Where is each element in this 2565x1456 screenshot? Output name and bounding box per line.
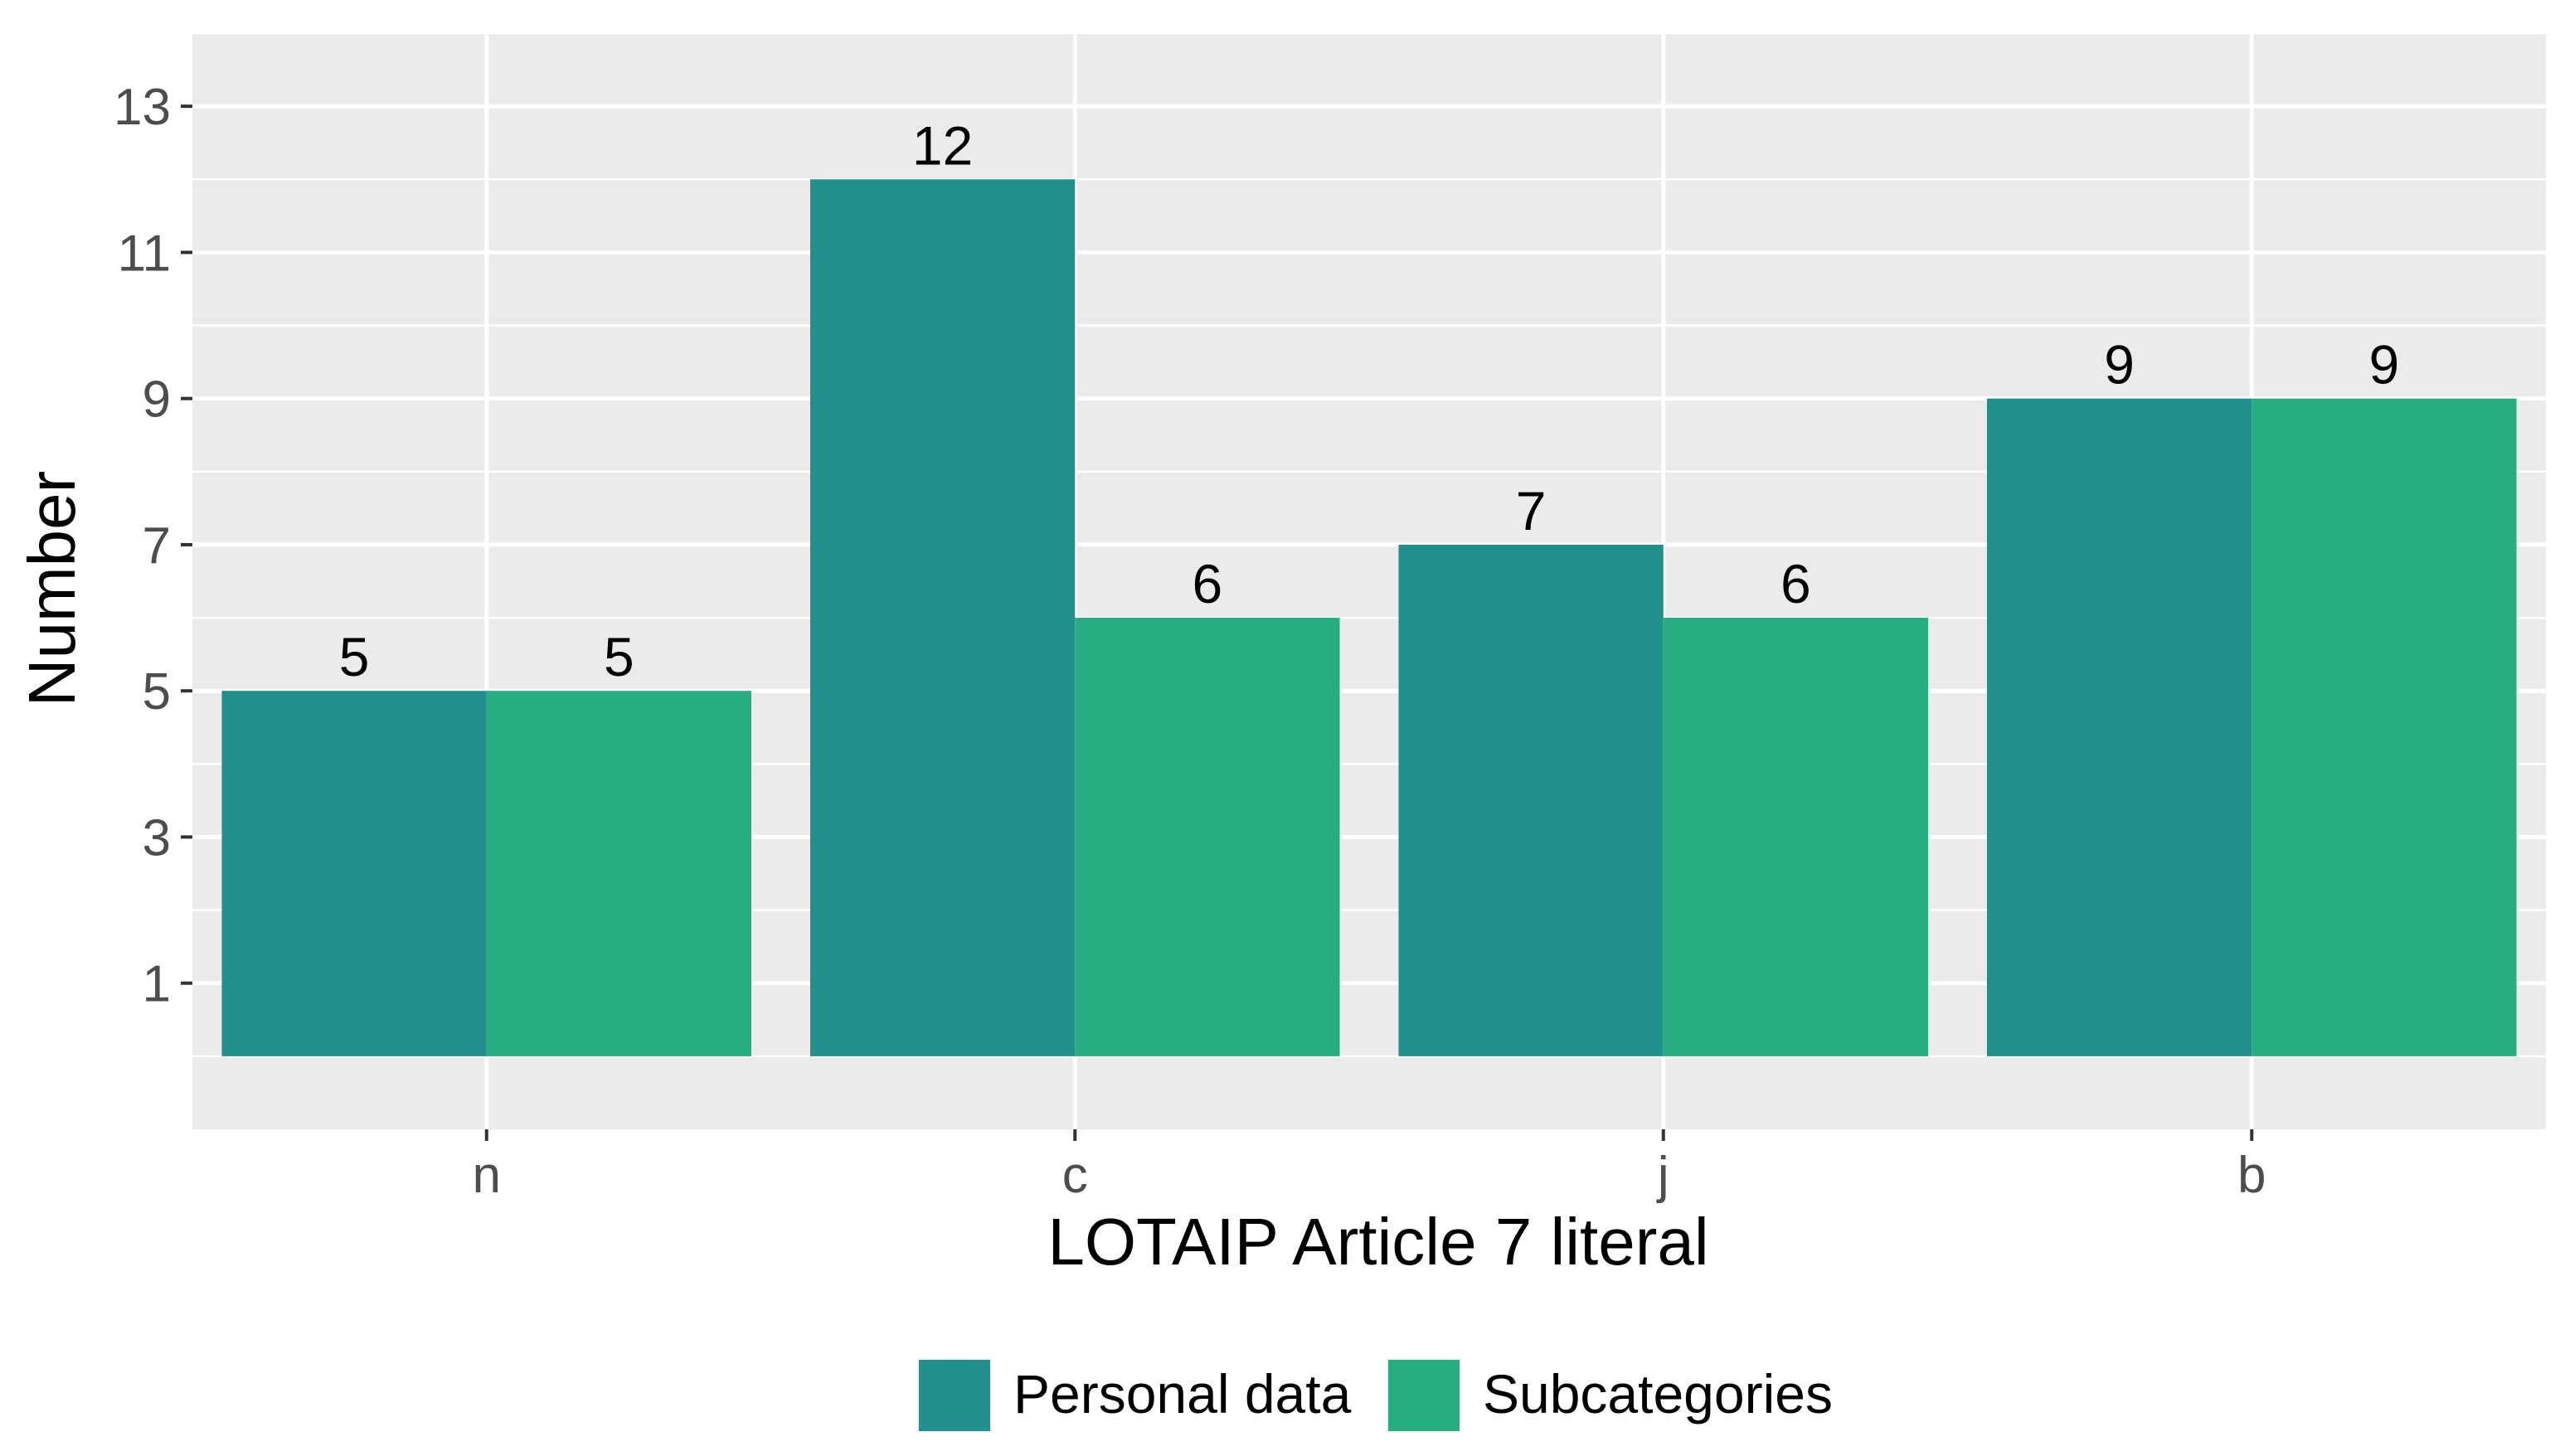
bar-personal-data-b (1986, 398, 2252, 1056)
legend: Personal data Subcategories (917, 1358, 1833, 1433)
bar-value-label: 12 (912, 114, 973, 176)
bar-value-label: 5 (604, 626, 634, 687)
y-tick-label: 3 (143, 809, 171, 866)
legend-swatch (919, 1360, 990, 1431)
bar-subcategories-n (486, 691, 752, 1056)
bar-subcategories-b (2252, 398, 2517, 1056)
y-axis-title: Number (15, 471, 89, 707)
x-axis-title: LOTAIP Article 7 literal (1047, 1205, 1708, 1279)
y-tick-label: 1 (143, 956, 171, 1013)
bar-value-label: 7 (1516, 480, 1547, 541)
legend-swatch (1388, 1360, 1460, 1431)
y-tick-label: 5 (143, 663, 171, 721)
bar-personal-data-n (221, 691, 487, 1056)
legend-label: Personal data (1013, 1363, 1352, 1424)
bar-value-label: 6 (1193, 553, 1223, 614)
y-tick-label: 13 (114, 79, 171, 136)
bar-subcategories-j (1663, 618, 1929, 1056)
bar-value-label: 6 (1780, 553, 1811, 614)
x-tick-label: b (2237, 1147, 2266, 1204)
x-tick-label: j (1656, 1147, 1669, 1204)
y-tick-label: 9 (143, 371, 171, 429)
x-tick-label: c (1062, 1147, 1088, 1204)
y-tick-label: 11 (118, 225, 171, 282)
bar-value-label: 9 (2104, 334, 2135, 396)
bar-value-label: 9 (2369, 334, 2400, 396)
bar-value-labels: 5 12 7 9 5 6 6 9 (339, 114, 2399, 687)
x-tick-label: n (473, 1147, 501, 1204)
bar-subcategories-c (1075, 618, 1340, 1056)
bar-personal-data-c (809, 179, 1076, 1056)
legend-label: Subcategories (1483, 1363, 1833, 1424)
bar-value-label: 5 (339, 626, 370, 687)
bar-personal-data-j (1398, 544, 1664, 1056)
y-tick-label: 7 (143, 517, 171, 575)
bars-group (221, 179, 2517, 1056)
